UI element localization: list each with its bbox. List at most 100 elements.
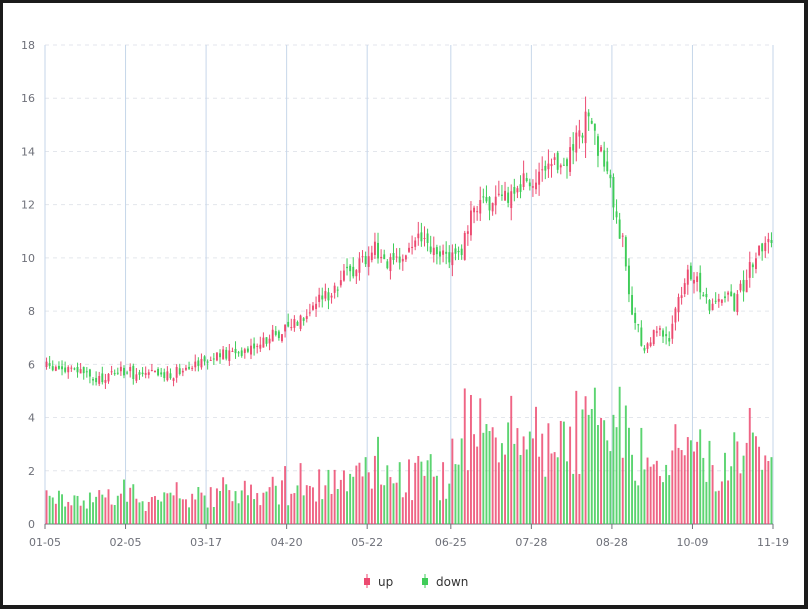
volume-bar [432,476,435,524]
candle-body [293,319,296,328]
candle-body [460,248,463,256]
volume-bar [439,500,441,524]
candle-body [144,372,147,375]
volume-bar [538,456,541,524]
candle-body [54,366,57,371]
volume-bar [547,423,550,524]
candle-body [463,232,466,260]
volume-bar [624,405,627,524]
candle-body [559,165,562,168]
candle-body [336,289,339,291]
volume-bar [541,433,544,524]
candle-body [157,368,160,376]
candle-body [246,348,249,352]
volume-bar [714,491,717,524]
volume-bar [76,495,79,524]
volume-bar [627,427,630,524]
candle-body [581,135,584,138]
candle-body [76,366,79,373]
candle-body [767,238,770,243]
volume-bar [358,462,361,524]
candle-body [312,305,314,310]
volume-bar [581,409,584,524]
volume-bar [373,455,376,524]
candle-body [578,130,581,137]
volume-bar [485,424,488,524]
candle-body [61,366,63,370]
candle-body [404,255,407,260]
candle-body [500,194,503,196]
volume-bar [463,388,466,524]
volume-bar [268,487,271,524]
candle-body [150,369,153,371]
legend-icon [364,578,370,585]
candle-body [253,343,256,349]
volume-bar [575,390,578,524]
y-tick-label: 0 [28,518,35,531]
candle-body [206,361,209,363]
volume-bar [104,497,107,524]
candle-body [113,373,116,375]
candle-body [277,331,280,339]
volume-bar [51,497,54,524]
candle-body [88,369,91,377]
volume-bar [395,482,398,524]
candle-body [352,266,355,277]
candle-body [355,270,358,277]
volume-bar [621,457,624,524]
candle-body [671,323,674,339]
candle-body [566,159,568,167]
volume-bar [222,477,225,524]
candle-body [637,324,640,326]
volume-bar [209,487,212,524]
volume-bar [342,470,345,524]
candle-body [668,338,671,342]
candle-body [587,112,590,117]
candle-body [488,197,491,211]
volume-bar [751,432,754,524]
volume-bar [426,460,429,524]
volume-bar [259,505,262,524]
volume-bar [203,495,206,524]
candle-body [485,196,488,202]
candle-body [358,258,361,273]
volume-bar [528,431,531,524]
candle-body [178,368,181,375]
candle-body [445,251,448,254]
volume-bar [553,452,556,524]
candle-body [200,358,203,368]
volume-bar [531,438,534,524]
candle-body [764,242,767,252]
candle-body [377,242,379,259]
candle-body [516,188,519,193]
chart-frame: 0 2 4 6 8 10 12 14 16 18 01-05 02-05 03-17 04-20 05-22… [3,3,804,605]
volume-bar [281,480,283,524]
volume-bar [646,457,649,524]
candle-body [321,295,324,300]
volume-bar [169,492,172,524]
candle-body [274,331,277,335]
candle-body [603,150,606,167]
candle-body [547,163,550,170]
volume-bar [138,502,141,524]
candle-body [494,196,497,206]
volume-bar [67,501,70,524]
volume-bar [85,508,88,524]
candle-body [699,272,702,293]
y-tick-label: 18 [21,39,35,52]
volume-bar [460,438,463,524]
volume-bar [562,421,565,524]
volume-bar [349,473,352,524]
candle-body [593,123,596,131]
candle-body [383,254,386,260]
candle-body [339,280,342,286]
candle-body [411,246,414,249]
volume-bar [748,407,751,524]
volume-bar [184,499,187,524]
volume-bar [147,501,150,524]
volume-bar [469,394,472,524]
candle-body [562,164,565,166]
candle-body [166,371,169,381]
candle-body [373,241,376,255]
volume-bar [88,492,91,524]
